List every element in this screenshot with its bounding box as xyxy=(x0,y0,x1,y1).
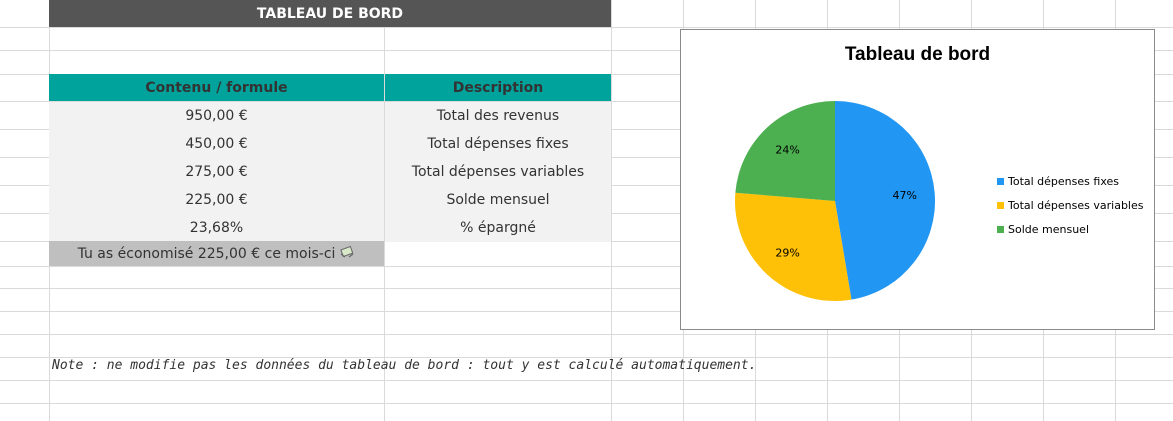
savings-message: Tu as économisé 225,00 € ce mois-ci xyxy=(77,245,336,262)
pie-data-label-0: 47% xyxy=(893,189,917,202)
legend-label-0: Total dépenses fixes xyxy=(1008,174,1119,188)
column-header-description[interactable]: Description xyxy=(385,74,611,101)
cell-desc-monthly-balance[interactable]: Solde mensuel xyxy=(385,186,611,214)
pie-chart-plot: 47% 29% 24% xyxy=(735,101,935,301)
legend-item-0: Total dépenses fixes xyxy=(997,169,1144,193)
cell-desc-savings-percent[interactable]: % épargné xyxy=(385,214,611,242)
legend-swatch-1 xyxy=(997,201,1004,209)
chart-legend: Total dépenses fixes Total dépenses varia… xyxy=(997,169,1144,241)
cell-desc-variable-expenses[interactable]: Total dépenses variables xyxy=(385,158,611,186)
column-header-content[interactable]: Contenu / formule xyxy=(49,74,384,101)
cell-savings-percent[interactable]: 23,68% xyxy=(49,214,384,242)
chart-title: Tableau de bord xyxy=(844,44,991,65)
pie-slice-2[interactable] xyxy=(735,101,835,201)
pie-chart[interactable]: Tableau de bord 47% 29% 24% Total dépenses… xyxy=(680,29,1155,330)
legend-label-2: Solde mensuel xyxy=(1008,222,1089,236)
pie-data-label-2: 24% xyxy=(775,143,799,156)
legend-swatch-0 xyxy=(997,177,1004,185)
legend-label-1: Total dépenses variables xyxy=(1008,198,1144,212)
cell-desc-fixed-expenses[interactable]: Total dépenses fixes xyxy=(385,130,611,158)
legend-swatch-2 xyxy=(997,225,1004,233)
cell-total-revenue[interactable]: 950,00 € xyxy=(49,102,384,130)
cell-monthly-balance[interactable]: 225,00 € xyxy=(49,186,384,214)
cell-fixed-expenses[interactable]: 450,00 € xyxy=(49,130,384,158)
pie-slice-0[interactable] xyxy=(835,101,935,300)
pie-data-label-1: 29% xyxy=(775,247,799,260)
legend-item-2: Solde mensuel xyxy=(997,217,1144,241)
cell-variable-expenses[interactable]: 275,00 € xyxy=(49,158,384,186)
money-wings-icon xyxy=(339,244,355,264)
cell-desc-revenue[interactable]: Total des revenus xyxy=(385,102,611,130)
note-text[interactable]: Note : ne modifie pas les données du tab… xyxy=(52,358,757,373)
savings-message-cell[interactable]: Tu as économisé 225,00 € ce mois-ci xyxy=(49,241,384,266)
legend-item-1: Total dépenses variables xyxy=(997,193,1144,217)
dashboard-header[interactable]: TABLEAU DE BORD xyxy=(49,0,611,27)
pie-slice-1[interactable] xyxy=(735,192,852,301)
